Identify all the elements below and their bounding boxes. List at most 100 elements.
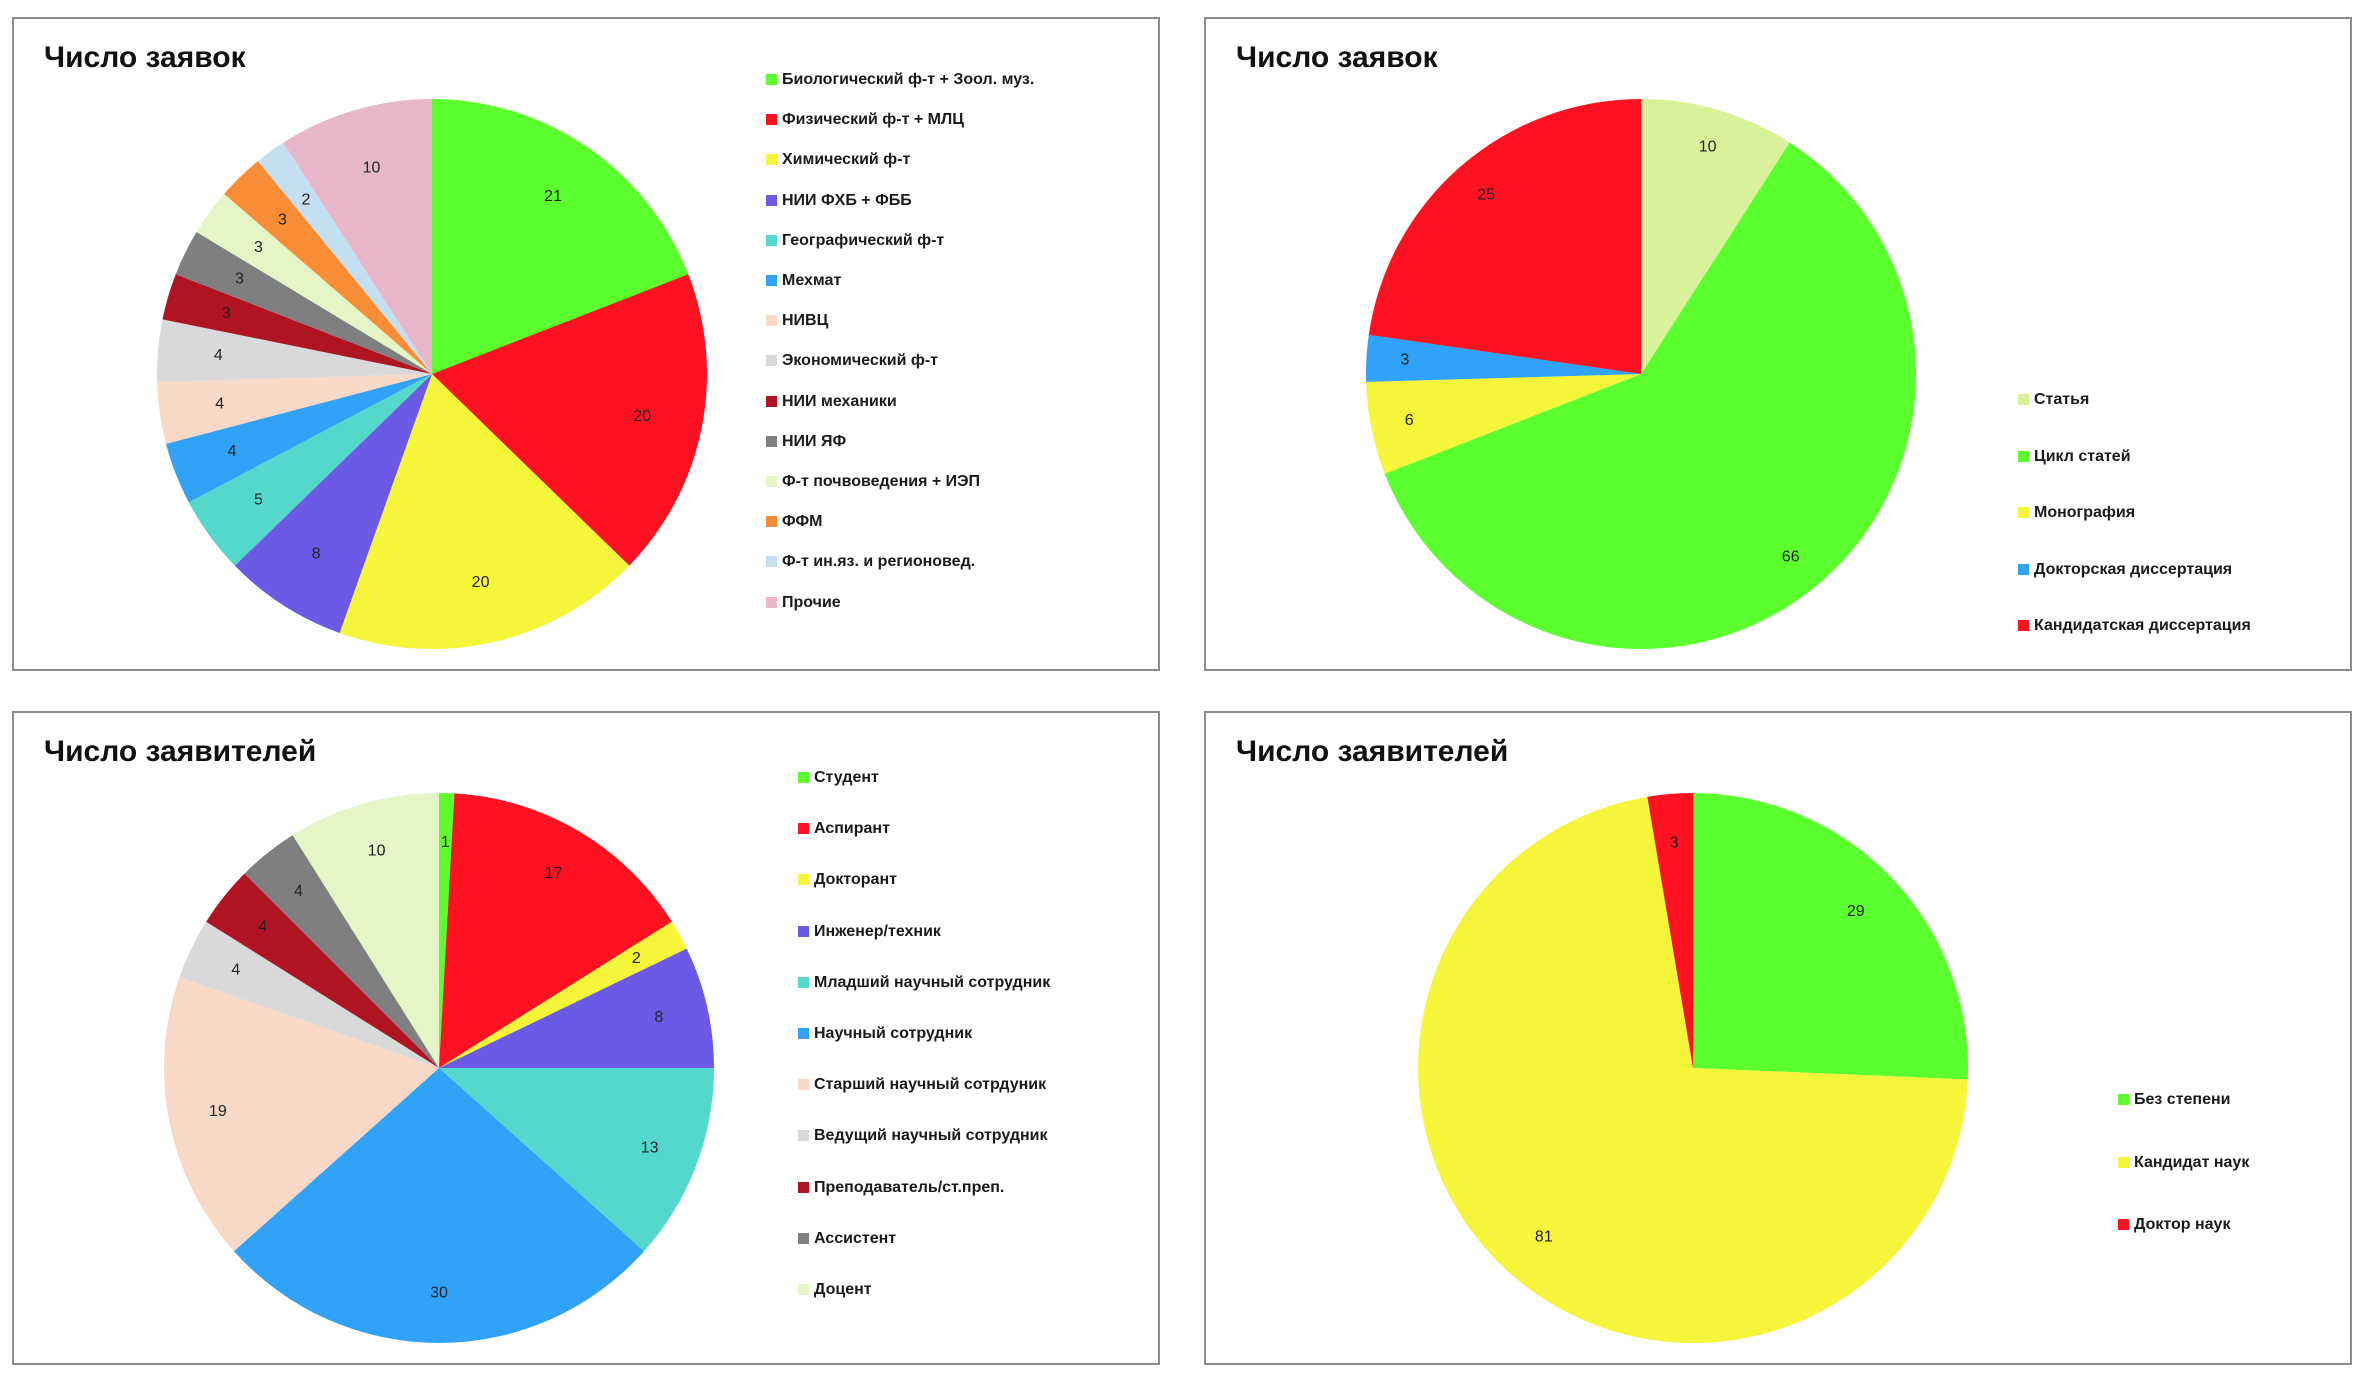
- legend-item: НИВЦ: [766, 312, 828, 330]
- pie-slice: [439, 793, 455, 1068]
- data-label: 3: [1400, 352, 1409, 369]
- legend-label: Студент: [814, 769, 879, 786]
- data-label: 3: [278, 211, 287, 228]
- legend-label: Экономический ф-т: [782, 352, 939, 370]
- legend-item: Экономический ф-т: [766, 352, 938, 370]
- pie-slice: [157, 374, 432, 444]
- legend-label: Статья: [2034, 391, 2090, 408]
- legend-label: НИИ ФХБ + ФББ: [782, 191, 912, 209]
- legend-label: ФФМ: [782, 513, 823, 531]
- legend-item: Старший научный сотрдуник: [798, 1076, 1046, 1094]
- pie-chart: 29 81 3: [1418, 793, 1968, 1343]
- data-label: 10: [368, 843, 386, 860]
- legend-item: Цикл статей: [2018, 448, 2131, 466]
- data-label: 3: [254, 239, 263, 256]
- legend-item: Статья: [2018, 391, 2089, 409]
- pie-slice: [257, 142, 432, 374]
- legend-swatch: [798, 823, 809, 835]
- chart-title: Число заявок: [44, 41, 246, 74]
- pie-slice: [164, 977, 439, 1252]
- pie-slice: [1366, 334, 1641, 382]
- legend-item: НИИ ЯФ: [766, 433, 846, 451]
- legend-label: Аспирант: [814, 820, 890, 838]
- legend-swatch: [766, 234, 777, 246]
- pie-slice: [1647, 793, 1693, 1068]
- legend-swatch: [2118, 1156, 2129, 1168]
- data-label: 8: [312, 546, 321, 563]
- pie-slice: [224, 161, 432, 374]
- legend-label: Ассистент: [814, 1229, 897, 1247]
- legend-label: Мехмат: [782, 272, 842, 289]
- data-label: 5: [254, 491, 263, 508]
- pie-slice: [196, 193, 432, 374]
- legend-label: Химический ф-т: [782, 151, 911, 169]
- legend-swatch: [798, 925, 809, 937]
- pie-slice: [1368, 99, 1641, 374]
- legend-label: Доктор наук: [2134, 1216, 2231, 1233]
- legend-item: Младший научный сотрудник: [798, 974, 1050, 992]
- legend-swatch: [766, 516, 777, 528]
- pie-slice: [1418, 796, 1968, 1343]
- pie-slice: [206, 873, 439, 1068]
- legend-item: Студент: [798, 769, 879, 787]
- data-label: 21: [544, 188, 562, 205]
- data-label: 6: [1405, 412, 1414, 429]
- pie-slice: [439, 793, 672, 1068]
- pie-slice: [283, 99, 432, 374]
- legend-swatch: [766, 194, 777, 206]
- legend-item: Доктор наук: [2118, 1216, 2230, 1234]
- pie-slice: [1366, 374, 1641, 474]
- data-label: 4: [258, 919, 267, 936]
- legend-item: Ведущий научный сотрудник: [798, 1127, 1048, 1145]
- legend-item: Докторская диссертация: [2018, 561, 2232, 579]
- legend-swatch: [766, 476, 777, 487]
- chart-title: Число заявителей: [44, 735, 317, 768]
- legend-item: Химический ф-т: [766, 151, 910, 169]
- legend-swatch: [766, 275, 777, 286]
- legend-item: Ф-т ин.яз. и регионовед.: [766, 553, 975, 571]
- pie-slice: [234, 374, 432, 634]
- legend-item: Научный сотрудник: [798, 1025, 972, 1043]
- legend-item: Кандидат наук: [2118, 1154, 2249, 1172]
- chart-panel-applicants-by-degree: Число заявителей 29 81 3 Без степени Кандид…: [1204, 711, 2352, 1365]
- pie-slice: [233, 1068, 645, 1343]
- data-label: 3: [1670, 835, 1679, 852]
- chart-panel-applications-by-faculty: Число заявок 21 20 20 8 5 4 4 4 3 3 3 3 2 10 Биологич…: [12, 17, 1160, 671]
- legend-swatch: [766, 315, 777, 327]
- legend-label: Географический ф-т: [782, 231, 945, 249]
- data-label: 2: [301, 192, 310, 209]
- legend-label: НИИ механики: [782, 392, 897, 410]
- data-label: 29: [1847, 903, 1865, 920]
- legend-label: Ф-т почвоведения + ИЭП: [782, 473, 981, 490]
- legend-swatch: [766, 355, 777, 367]
- pie-slice: [179, 921, 440, 1068]
- data-label: 25: [1477, 186, 1495, 203]
- data-label: 66: [1782, 548, 1800, 565]
- legend-item: Кандидатская диссертация: [2018, 617, 2251, 635]
- pie-slice: [162, 274, 432, 374]
- legend-swatch: [766, 556, 777, 568]
- pie-slice: [432, 274, 707, 566]
- legend-swatch: [766, 435, 777, 447]
- pie-slice: [175, 231, 432, 374]
- legend-swatch: [2018, 507, 2029, 518]
- data-label: 20: [633, 408, 651, 425]
- legend-label: Младший научный сотрудник: [814, 973, 1051, 991]
- legend-label: НИВЦ: [782, 312, 829, 330]
- legend-swatch: [766, 74, 777, 85]
- legend-swatch: [798, 1130, 809, 1142]
- data-label: 4: [214, 347, 223, 364]
- pie-slice: [244, 835, 439, 1068]
- legend-item: Ассистент: [798, 1230, 896, 1248]
- legend-swatch: [766, 114, 777, 126]
- legend-item: НИИ механики: [766, 393, 897, 411]
- legend-swatch: [2018, 394, 2029, 405]
- legend-item: ФФМ: [766, 513, 822, 531]
- legend-swatch: [798, 1028, 809, 1039]
- data-label: 17: [545, 865, 563, 882]
- data-label: 4: [228, 443, 237, 460]
- legend-item: Биологический ф-т + Зоол. муз.: [766, 71, 1034, 89]
- legend-item: Доцент: [798, 1281, 872, 1299]
- legend-swatch: [798, 1181, 809, 1193]
